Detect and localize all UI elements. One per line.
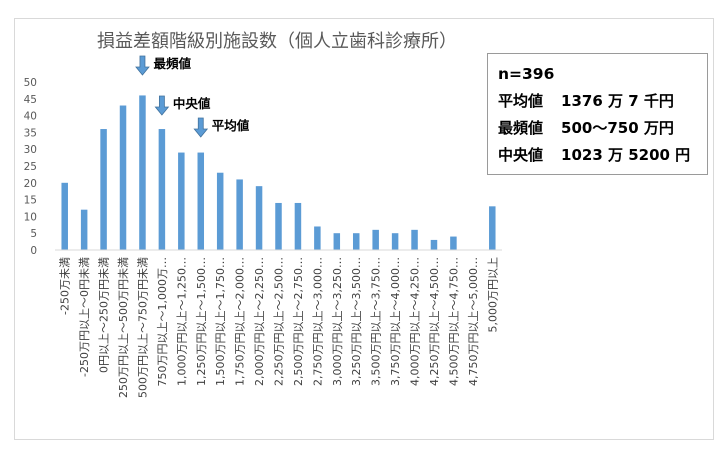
annotation-label: 中央値 [173, 96, 211, 111]
x-tick-label: 3,000万円以上～3,250… [331, 257, 344, 386]
stats-row-mean: 平均値 1376 万 7 千円 [498, 88, 697, 115]
bar [352, 233, 360, 250]
bar [255, 186, 263, 250]
x-tick-label: 3,500万円以上～3,750… [370, 257, 383, 386]
bar [119, 105, 127, 251]
y-tick-label: 10 [24, 211, 37, 223]
y-tick-label: 15 [24, 195, 37, 207]
annotation-arrow-icon [154, 95, 170, 116]
y-tick-label: 30 [24, 144, 37, 156]
stats-label-mode: 最頻値 [498, 119, 544, 137]
bar [275, 202, 282, 250]
bars [61, 95, 496, 251]
bar [197, 152, 205, 250]
bar [178, 152, 185, 250]
stats-label-median: 中央値 [498, 146, 544, 164]
y-axis: 0 5 10 15 20 25 30 35 40 45 50 [24, 77, 37, 257]
stats-label-mean: 平均値 [498, 92, 544, 110]
annotation-arrow-icon [135, 55, 150, 76]
stats-row-mode: 最頻値 500～750 万円 [498, 115, 697, 142]
y-tick-label: 25 [24, 161, 37, 173]
stats-value-mean: 1376 万 7 千円 [561, 92, 674, 110]
x-tick-label: 1,750万円以上～2,000… [234, 257, 247, 386]
bar [158, 129, 166, 250]
x-axis: -250万未満 -250万円以上～0円未満 0円以上～250万円未満 250万円以上～… [55, 249, 502, 398]
x-tick-label: 500万円以上～750万円未満 [136, 257, 149, 398]
y-tick-label: 20 [24, 178, 37, 190]
y-tick-label: 40 [24, 111, 37, 123]
y-tick-label: 50 [24, 77, 37, 89]
x-tick-label: 2,750万円以上～3,000… [311, 257, 324, 386]
y-tick-label: 35 [24, 127, 37, 139]
x-tick-label: 250万円以上～500万円未満 [117, 257, 130, 398]
annotation-arrow-icon [193, 117, 209, 138]
x-tick-label: 4,250万円以上～4,500… [428, 257, 441, 386]
bar [450, 236, 457, 250]
y-tick-label: 45 [24, 94, 37, 106]
x-tick-label: 750万円以上～1,000万… [156, 257, 169, 387]
bar [100, 129, 107, 250]
x-tick-label: 1,250万円以上～1,500… [195, 257, 208, 386]
x-tick-label: 2,000万円以上～2,250… [253, 257, 266, 386]
bar [489, 206, 496, 250]
bar [236, 179, 243, 250]
annotation-label: 最頻値 [153, 56, 191, 71]
bar [372, 229, 379, 250]
x-tick-label: 2,500万円以上～2,750… [292, 257, 305, 386]
x-tick-label: 4,500万円以上～4,750… [447, 257, 460, 386]
x-tick-label: 1,500万円以上～1,750… [214, 257, 227, 386]
x-tick-label: 4,000万円以上～4,250… [409, 257, 422, 386]
bar [294, 202, 302, 250]
x-tick-label: 1,000万円以上～1,250… [175, 257, 188, 386]
bar [61, 182, 68, 250]
annotation-label: 平均値 [212, 118, 250, 133]
stats-n: n=396 [498, 65, 555, 83]
stats-box: n=396 平均値 1376 万 7 千円 最頻値 500～750 万円 中央値 10… [487, 53, 708, 175]
y-tick-label: 0 [30, 245, 37, 257]
x-tick-label: 5,000万円以上 [486, 257, 499, 333]
bar [391, 233, 399, 250]
x-tick-label: -250万円以上～0円未満 [78, 257, 91, 377]
bar [314, 226, 321, 250]
bar [139, 95, 146, 250]
bar-chart: 損益差額階級別施設数（個人立歯科診療所） 0 5 10 15 20 25 30 35 40 45 5… [24, 31, 502, 398]
bar [216, 172, 224, 250]
x-tick-label: 3,750万円以上～4,000… [389, 257, 402, 386]
x-tick-label: 3,250万円以上～3,500… [350, 257, 363, 386]
y-tick-label: 5 [30, 228, 37, 240]
stats-value-mode: 500～750 万円 [561, 119, 674, 137]
x-tick-label: 4,750万円以上～5,000… [467, 257, 480, 386]
x-tick-label: 0円以上～250万円未満 [98, 257, 111, 373]
bar [430, 239, 438, 250]
bar [411, 229, 418, 250]
chart-title: 損益差額階級別施設数（個人立歯科診療所） [97, 31, 457, 52]
bar [333, 233, 341, 250]
x-tick-label: -250万未満 [59, 257, 72, 315]
stats-row-median: 中央値 1023 万 5200 円 [498, 142, 697, 169]
stats-value-median: 1023 万 5200 円 [561, 146, 691, 164]
x-tick-label: 2,250万円以上～2,500… [273, 257, 286, 386]
bar [80, 209, 88, 250]
